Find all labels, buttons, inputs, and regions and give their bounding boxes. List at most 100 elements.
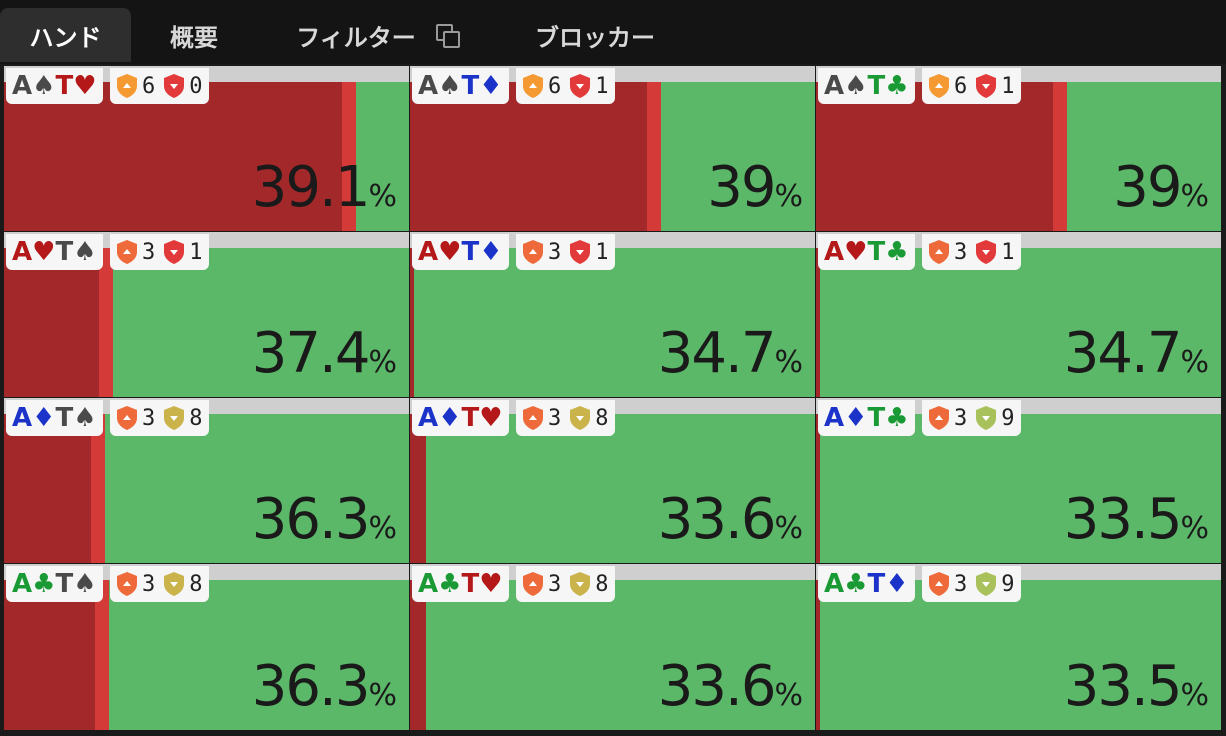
suit-2-icon: ♣ [885,71,909,101]
shield-down-icon [569,239,591,265]
tab-overview[interactable]: 概要 [131,8,257,62]
hand-cell[interactable]: A ♠ T ♣ 6 1 39% [816,66,1221,231]
hand-label: A ♦ T ♥ [412,400,509,436]
tab-hand[interactable]: ハンド [0,8,131,62]
equity-value: 39.1 [251,155,371,220]
fold-frequency-bar [410,248,415,397]
fold-frequency-bar [816,580,821,730]
fold-bar-edge [1053,82,1068,231]
hand-cell[interactable]: A ♠ T ♦ 6 1 39% [410,66,815,231]
hand-cell[interactable]: A ♦ T ♥ 3 8 33.6% [410,398,815,563]
shield-down-icon [569,571,591,597]
fold-frequency-bar [816,248,821,397]
shield-up-icon [116,405,138,431]
fold-frequency-bar [410,580,427,730]
shield-up-icon [522,405,544,431]
suit-2-icon: ♠ [73,569,97,599]
fold-frequency-bar [4,414,106,563]
suit-2-icon: ♦ [479,237,503,267]
fold-frequency-bar [4,82,357,231]
equity-percent: 33.5% [1064,659,1209,724]
rank-1: A [824,237,845,267]
percent-sign: % [368,511,397,546]
rank-2: T [55,71,74,101]
hand-cell[interactable]: A ♦ T ♣ 3 9 33.5% [816,398,1221,563]
shield-down-icon [975,239,997,265]
hand-cell[interactable]: A ♦ T ♠ 3 8 36.3% [4,398,409,563]
equity-value: 39 [707,155,776,220]
rank-2: T [461,71,480,101]
suit-1-icon: ♠ [32,71,56,101]
suit-2-icon: ♣ [885,403,909,433]
blocker-count-2: 8 [189,405,203,431]
shield-up-icon [116,73,138,99]
fold-frequency-bar [816,414,821,563]
shield-up-icon [928,239,950,265]
equity-value: 39 [1113,155,1182,220]
rank-2: T [55,237,74,267]
fold-bar-edge [91,414,106,563]
shield-down-icon [163,405,185,431]
blocker-count-2: 8 [595,405,609,431]
rank-2: T [55,569,74,599]
shield-up-icon [522,73,544,99]
rank-1: A [12,569,33,599]
equity-value: 33.6 [657,654,777,719]
suit-1-icon: ♠ [844,71,868,101]
suit-2-icon: ♥ [479,569,503,599]
shield-down-icon [975,571,997,597]
equity-percent: 33.5% [1064,492,1209,557]
shield-down-icon [163,239,185,265]
hand-cell[interactable]: A ♣ T ♦ 3 9 33.5% [816,564,1221,730]
hand-label: A ♦ T ♣ [818,400,915,436]
hand-label: A ♣ T ♠ [6,566,103,602]
hand-cell[interactable]: A ♥ T ♣ 3 1 34.7% [816,232,1221,397]
tab-filter[interactable]: フィルター [257,8,497,62]
hand-cell[interactable]: A ♥ T ♦ 3 1 34.7% [410,232,815,397]
suit-1-icon: ♥ [438,237,462,267]
percent-sign: % [368,179,397,214]
rank-2: T [867,569,886,599]
suit-1-icon: ♣ [438,569,462,599]
equity-value: 33.5 [1063,487,1183,552]
shield-down-icon [569,73,591,99]
tab-bar: ハンド 概要 フィルター ブロッカー [0,0,1226,64]
equity-percent: 37.4% [252,326,397,391]
hand-cell[interactable]: A ♣ T ♥ 3 8 33.6% [410,564,815,730]
blocker-count-2: 1 [595,239,609,265]
shield-down-icon [975,73,997,99]
blocker-count-2: 0 [189,73,203,99]
blocker-count-2: 8 [189,571,203,597]
blocker-count-1: 3 [954,571,968,597]
hand-label: A ♣ T ♦ [818,566,915,602]
rank-1: A [12,71,33,101]
blocker-count-2: 9 [1001,405,1015,431]
hand-label: A ♠ T ♣ [818,68,915,104]
hand-cell[interactable]: A ♥ T ♠ 3 1 37.4% [4,232,409,397]
rank-1: A [824,403,845,433]
equity-percent: 39% [1113,160,1209,225]
percent-sign: % [774,345,803,380]
shield-up-icon [928,571,950,597]
hand-cell[interactable]: A ♣ T ♠ 3 8 36.3% [4,564,409,730]
percent-sign: % [774,678,803,713]
copy-icon[interactable] [435,24,460,48]
suit-2-icon: ♠ [73,237,97,267]
hand-label: A ♠ T ♥ [6,68,103,104]
rank-1: A [418,71,439,101]
suit-1-icon: ♦ [32,403,56,433]
percent-sign: % [774,179,803,214]
percent-sign: % [368,678,397,713]
percent-sign: % [1180,511,1209,546]
shield-down-icon [163,571,185,597]
rank-1: A [418,237,439,267]
tab-label: 概要 [170,23,218,52]
blocker-count-1: 6 [142,73,156,99]
tab-blocker[interactable]: ブロッカー [497,8,693,62]
hand-cell[interactable]: A ♠ T ♥ 6 0 39.1% [4,66,409,231]
